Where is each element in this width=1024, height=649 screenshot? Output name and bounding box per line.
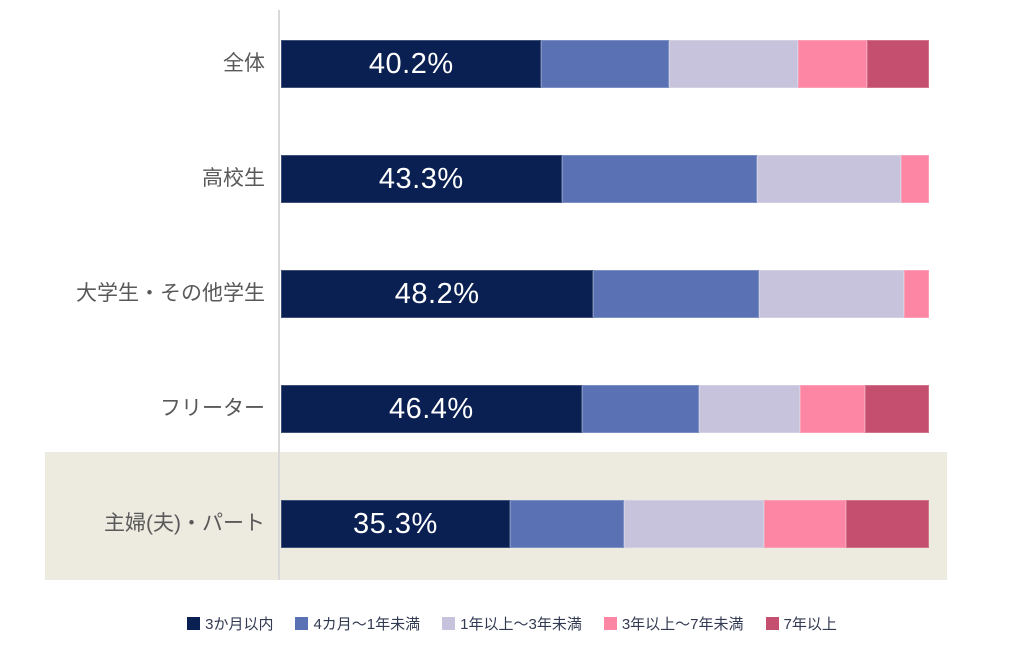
category-label: 大学生・その他学生: [76, 282, 265, 305]
bar-row: フリーター 46.4%: [0, 385, 1024, 433]
bar-segment: [756, 155, 902, 203]
value-label: 48.2%: [394, 277, 480, 310]
bar-row: 大学生・その他学生 48.2%: [0, 270, 1024, 318]
category-label: 主婦(夫)・パート: [104, 512, 265, 535]
legend-label: 4カ月〜1年未満: [313, 616, 421, 633]
category-label: フリーター: [160, 397, 265, 420]
legend-swatch-icon: [603, 617, 617, 630]
bar-segment: [800, 385, 865, 433]
bar-segment: [593, 270, 759, 318]
legend-swatch-icon: [295, 617, 309, 630]
bar-segment: [864, 385, 929, 433]
bar-segment: [541, 40, 670, 88]
legend-label: 1年以上〜3年未満: [460, 616, 582, 633]
legend-swatch-icon: [442, 617, 456, 630]
bar-segment: [904, 270, 929, 318]
bar: 40.2%: [281, 40, 929, 88]
bar-row: 全体 40.2%: [0, 40, 1024, 88]
legend-label: 3年以上〜7年未満: [621, 616, 744, 633]
bar-segment: [698, 385, 801, 433]
bar-segment: [561, 155, 757, 203]
bar-segment: [669, 40, 799, 88]
bar-segment: 40.2%: [281, 40, 542, 88]
legend-item: 7年以上: [765, 613, 837, 634]
legend: 3か月以内 4カ月〜1年未満 1年以上〜3年未満 3年以上〜7年未満 7年以上: [0, 613, 1024, 634]
bar-segment: [901, 155, 929, 203]
legend-item: 1年以上〜3年未満: [442, 613, 582, 634]
bar-segment: 46.4%: [281, 385, 582, 433]
bar-segment: [581, 385, 699, 433]
category-axis-line: [278, 10, 280, 580]
category-label: 全体: [223, 52, 265, 75]
bar-segment: 35.3%: [281, 500, 510, 548]
legend-label: 7年以上: [783, 616, 837, 633]
bar-segment: [866, 40, 929, 88]
legend-item: 4カ月〜1年未満: [295, 613, 420, 634]
legend-item: 3年以上〜7年未満: [603, 613, 744, 634]
value-label: 35.3%: [353, 507, 438, 540]
bar-segment: 43.3%: [281, 155, 562, 203]
legend-swatch-icon: [187, 617, 201, 630]
bar: 43.3%: [281, 155, 929, 203]
value-label: 46.4%: [388, 392, 474, 425]
bar-segment: [763, 500, 847, 548]
bar: 48.2%: [281, 270, 929, 318]
legend-swatch-icon: [765, 617, 779, 630]
value-label: 40.2%: [368, 47, 454, 80]
category-label: 高校生: [202, 167, 265, 190]
bar-segment: [798, 40, 867, 88]
legend-item: 3か月以内: [187, 613, 273, 634]
bar-row: 主婦(夫)・パート 35.3%: [0, 500, 1024, 548]
bar-row: 高校生 43.3%: [0, 155, 1024, 203]
bar: 35.3%: [281, 500, 929, 548]
bar-segment: 48.2%: [281, 270, 594, 318]
bar: 46.4%: [281, 385, 929, 433]
bar-segment: [758, 270, 905, 318]
bar-segment: [509, 500, 624, 548]
value-label: 43.3%: [378, 162, 464, 195]
bar-segment: [846, 500, 929, 548]
legend-label: 3か月以内: [205, 616, 274, 633]
bar-segment: [623, 500, 764, 548]
